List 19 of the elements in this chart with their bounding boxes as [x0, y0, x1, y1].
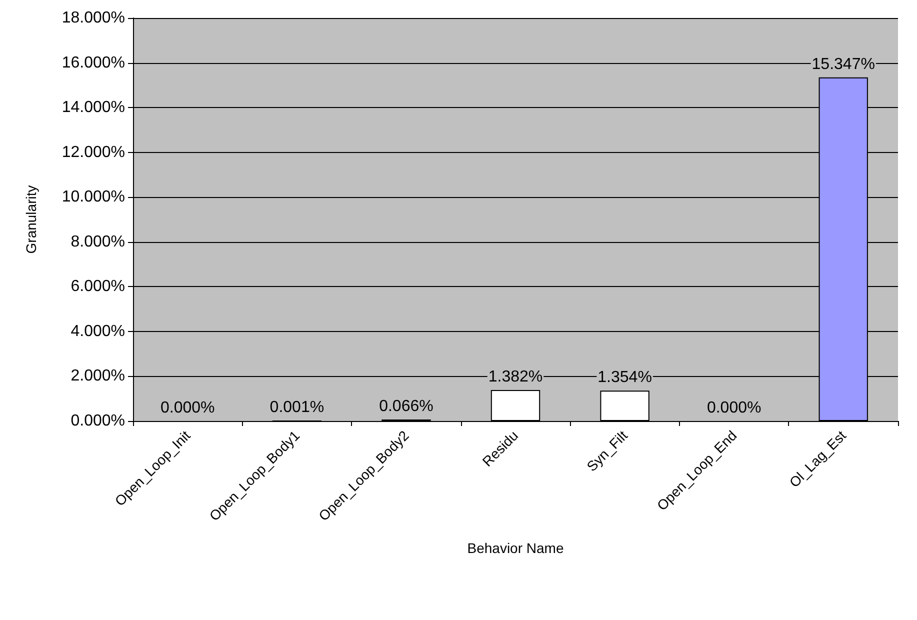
y-tick-label: 8.000%	[70, 233, 125, 250]
y-tick-label: 4.000%	[70, 322, 125, 340]
x-axis-title: Behavior Name	[467, 540, 564, 556]
y-tick-label: 14.000%	[62, 99, 125, 116]
y-axis-title: Granularity	[23, 185, 39, 254]
y-tick-label: 10.000%	[62, 188, 125, 206]
data-label: 0.066%	[379, 398, 434, 416]
y-tick-label: 6.000%	[70, 278, 125, 296]
data-label: 0.000%	[160, 400, 215, 416]
y-tick-label: 2.000%	[70, 368, 125, 385]
data-label: 1.354%	[598, 369, 652, 386]
data-label: 15.347%	[812, 56, 875, 73]
y-tick-label: 0.000%	[70, 412, 125, 430]
y-tick-label: 18.000%	[62, 10, 125, 26]
data-label: 1.382%	[488, 368, 543, 386]
data-label: 0.000%	[706, 400, 762, 416]
data-label: 0.001%	[270, 398, 324, 416]
y-tick-label: 12.000%	[62, 144, 125, 161]
y-tick-label: 16.000%	[62, 54, 125, 72]
